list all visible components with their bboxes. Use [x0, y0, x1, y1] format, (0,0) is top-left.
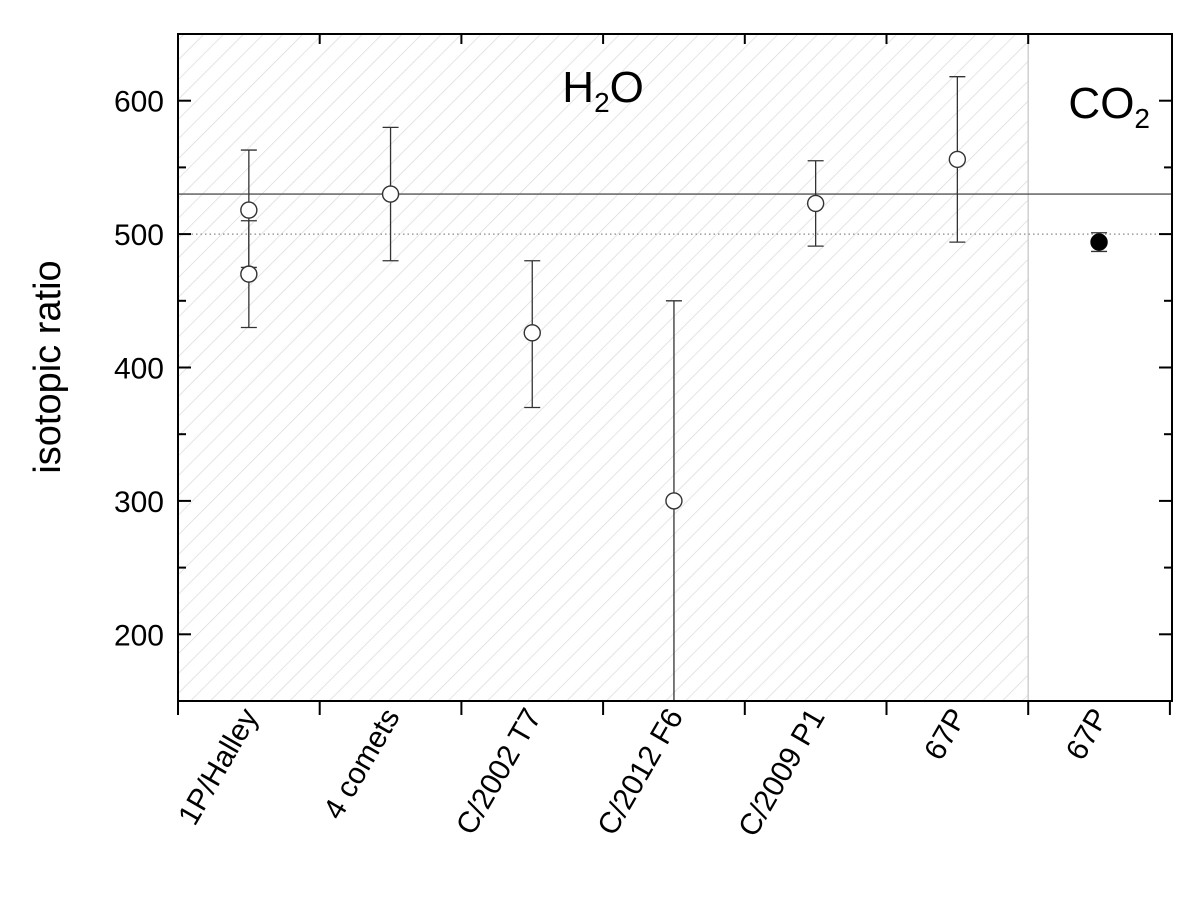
- data-points-layer: [240, 76, 1108, 701]
- x-tick-label: C/2002 T7: [450, 703, 548, 840]
- y-tick-label: 600: [114, 86, 164, 119]
- data-point: [381, 126, 400, 262]
- y-tick-label: 500: [114, 219, 164, 252]
- marker-filled-circle: [1090, 233, 1108, 251]
- y-axis: 200 300 400 500 600: [114, 33, 1172, 702]
- y-axis-title: isotopic ratio: [27, 260, 69, 473]
- x-tick-label: C/2009 P1: [732, 703, 831, 842]
- regions-layer: H2O CO2: [178, 34, 1150, 701]
- marker-open-circle: [240, 265, 258, 283]
- data-point: [523, 260, 541, 409]
- data-point: [806, 160, 825, 247]
- marker-open-circle: [665, 492, 683, 510]
- data-point: [240, 220, 258, 329]
- x-tick-label: 1P/Halley: [172, 703, 265, 831]
- marker-open-circle: [948, 150, 967, 169]
- x-tick-label: C/2012 F6: [591, 703, 690, 841]
- marker-open-circle: [240, 201, 258, 219]
- marker-open-circle: [523, 324, 541, 342]
- region-label-1: CO2: [1068, 79, 1150, 134]
- y-tick-label: 200: [114, 619, 164, 652]
- marker-open-circle: [806, 194, 825, 213]
- x-tick-label: 67P: [1060, 703, 1115, 766]
- y-tick-label: 400: [114, 353, 164, 386]
- data-point: [1090, 232, 1108, 253]
- data-point: [665, 300, 683, 701]
- x-tick-label: 4 comets: [317, 703, 406, 825]
- x-tick-label: 67P: [918, 703, 973, 766]
- data-point: [948, 76, 967, 243]
- region-0-hatch: [178, 34, 1029, 701]
- y-tick-label: 300: [114, 486, 164, 519]
- region-label-0: H2O: [562, 63, 644, 118]
- marker-open-circle: [381, 185, 400, 203]
- reference-lines-layer: [178, 193, 1172, 235]
